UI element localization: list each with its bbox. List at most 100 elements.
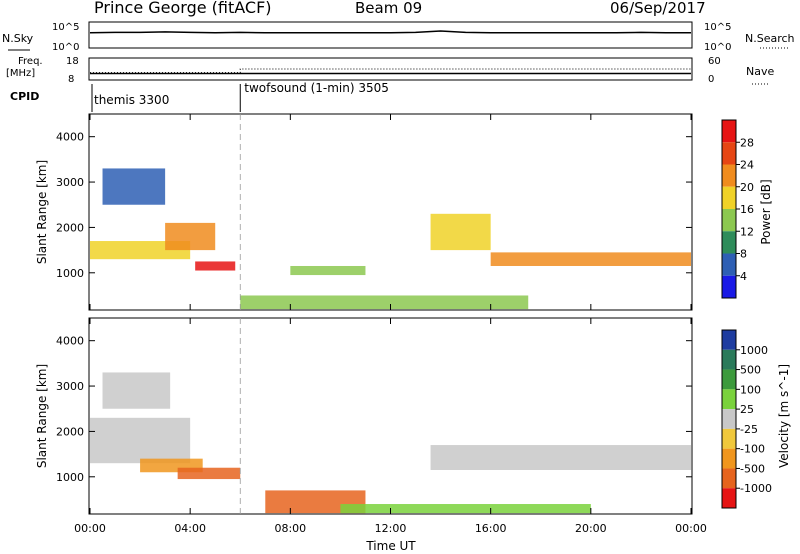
sky-panel-frame [88,21,693,49]
colorbar-swatch [722,186,736,209]
colorbar-tick-label: 4 [740,270,747,283]
x-axis: 00:00 04:00 08:00 12:00 16:00 20:00 00:00 [74,114,707,535]
colorbar-tick-label: -500 [740,462,765,475]
scatter-region [290,265,366,276]
sky-tick-top-left: 10^5 [52,22,79,33]
scatter-region [195,261,236,271]
colorbar-swatch [722,209,736,232]
colorbar-tick-label: 1000 [740,344,768,357]
sky-tick-bottom-right: 10^0 [704,42,731,53]
velocity-cells [90,372,691,514]
x-tick-label: 20:00 [575,522,607,535]
colorbar-swatch [722,448,736,469]
nave-tick-bottom: 0 [708,74,714,85]
power-colorbar-label: Power [dB] [759,179,773,244]
velocity-ylabel: Slant Range [km] [35,364,49,468]
x-axis-label: Time UT [365,539,416,553]
sky-panel: N.Sky 10^5 10^0 10^5 10^0 N.Search [2,21,795,53]
sky-noise-line [89,30,691,34]
x-tick-label: 08:00 [274,522,306,535]
power-cells [90,168,691,310]
y-tick-label: 3000 [56,176,84,189]
colorbar-tick-label: 500 [740,364,761,377]
y-tick-label: 2000 [56,425,84,438]
scatter-region [90,417,191,464]
freq-tick-top: 18 [66,56,79,67]
power-panel: 1000 2000 3000 4000 Slant Range [km] [35,113,693,311]
colorbar-swatch [722,253,736,276]
freq-tick-bottom: 8 [68,74,74,85]
scatter-region [177,467,241,480]
scatter-region [430,445,691,470]
search-label: N.Search [745,32,795,45]
y-tick-label: 1000 [56,471,84,484]
scatter-region [165,222,216,251]
power-yticks: 1000 2000 3000 4000 [56,131,692,280]
colorbar-swatch [722,468,736,489]
colorbar-swatch [722,275,736,298]
colorbar-tick-label: 100 [740,383,761,396]
freq-panel-frame [88,57,693,81]
colorbar-swatch [722,231,736,254]
sky-label: N.Sky [2,32,34,45]
cpid-mode-1: themis 3300 [94,93,169,107]
colorbar-tick-label: 28 [740,136,754,149]
freq-panel: Freq. [MHz] 18 8 60 0 Nave [6,56,774,85]
nave-line [90,68,691,74]
colorbar-swatch [722,349,736,370]
colorbar-swatch [722,369,736,390]
y-tick-label: 3000 [56,380,84,393]
sky-tick-bottom-left: 10^0 [52,42,79,53]
power-colorbar: 4 8 12 16 20 24 28 Power [dB] [721,119,773,299]
colorbar-frame [721,329,737,509]
scatter-region [102,372,171,409]
colorbar-tick-label: 8 [740,248,747,261]
colorbar-tick-label: -25 [740,423,758,436]
power-panel-frame [88,113,693,311]
colorbar-tick-label: 24 [740,159,754,172]
x-tick-label: 00:00 [675,522,707,535]
velocity-colorbar-swatches [721,329,737,509]
x-tick-label: 00:00 [74,522,106,535]
scatter-region [102,168,166,205]
colorbar-swatch [722,428,736,449]
power-ylabel: Slant Range [km] [35,160,49,264]
colorbar-tick-label: -1000 [740,482,772,495]
velocity-colorbar-ticks: 1000 500 100 25 -25 -100 -500 -1000 [736,344,772,495]
colorbar-swatch [722,488,736,508]
site-title: Prince George (fitACF) [94,0,272,17]
colorbar-swatch [722,330,736,350]
colorbar-swatch [722,120,736,143]
freq-label: Freq. [18,56,43,67]
x-tick-label: 16:00 [475,522,507,535]
nave-tick-top: 60 [708,56,721,67]
scatter-region [340,504,591,514]
y-tick-label: 2000 [56,221,84,234]
cpid-label: CPID [10,90,39,103]
y-tick-label: 4000 [56,335,84,348]
date-title: 06/Sep/2017 [610,0,706,17]
colorbar-swatch [722,389,736,410]
x-tick-label: 12:00 [375,522,407,535]
colorbar-tick-label: 12 [740,225,754,238]
colorbar-swatch [722,164,736,187]
x-tick-label: 04:00 [174,522,206,535]
nave-label: Nave [746,65,774,78]
velocity-colorbar-label: Velocity [m s^-1] [777,364,791,468]
y-tick-label: 4000 [56,131,84,144]
sky-tick-top-right: 10^5 [704,22,731,33]
scatter-region [490,252,691,266]
power-colorbar-ticks: 4 8 12 16 20 24 28 [736,136,754,283]
beam-title: Beam 09 [355,0,422,17]
colorbar-swatch [722,409,736,429]
colorbar-tick-label: 20 [740,181,754,194]
colorbar-tick-label: 25 [740,403,754,416]
scatter-region [430,213,491,251]
velocity-panel-frame [88,317,693,515]
colorbar-swatch [722,142,736,165]
cpid-row: CPID themis 3300 twofsound (1-min) 3505 [10,81,389,112]
power-colorbar-swatches [721,119,737,299]
velocity-panel: 1000 2000 3000 4000 Slant Range [km] [35,317,693,515]
freq-units: [MHz] [6,68,35,79]
